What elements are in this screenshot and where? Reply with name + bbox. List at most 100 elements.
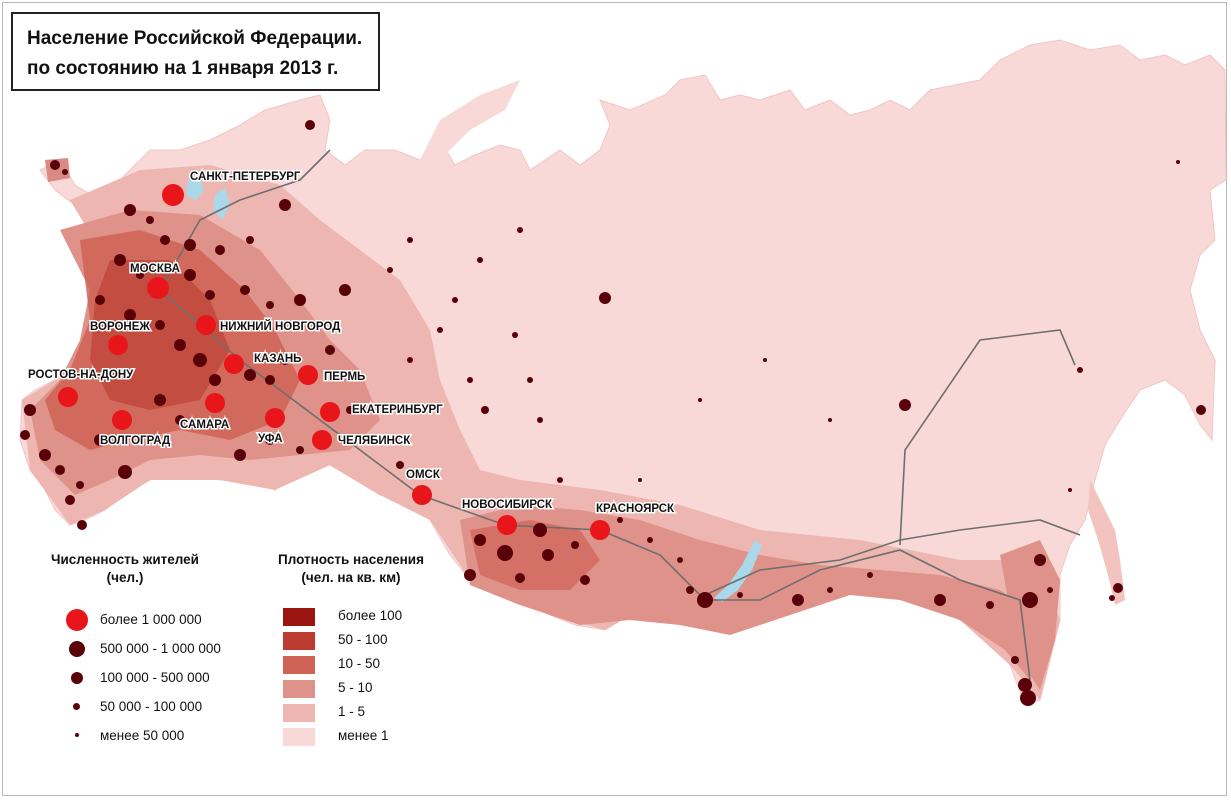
map-subtitle: по состоянию на 1 января 2013 г. <box>27 58 339 79</box>
city-marker-nizhny-novgorod <box>196 315 216 335</box>
city-dot <box>763 358 767 362</box>
city-dot <box>512 332 518 338</box>
legend-label-over-100: более 100 <box>338 608 403 623</box>
city-dot <box>497 545 513 561</box>
city-dot <box>407 237 413 243</box>
city-marker-krasnoyarsk <box>590 520 610 540</box>
city-dot <box>154 394 166 406</box>
city-dot <box>1022 592 1038 608</box>
city-dot <box>193 353 207 367</box>
city-marker-voronezh <box>108 335 128 355</box>
city-dot <box>515 573 525 583</box>
density-layer <box>22 165 1060 700</box>
city-dot <box>481 406 489 414</box>
city-label-moscow: МОСКВА <box>130 263 180 275</box>
legend-swatch-10-50 <box>283 656 315 674</box>
city-dot <box>867 572 873 578</box>
city-dot <box>1176 160 1180 164</box>
density-legend-heading: Плотность населения (чел. на кв. км) <box>256 551 446 587</box>
legend-swatch-under-1 <box>283 728 315 746</box>
city-marker-saint-petersburg <box>162 184 184 206</box>
city-dot <box>234 449 246 461</box>
legend-label-over-million: более 1 000 000 <box>100 612 202 627</box>
city-dot <box>533 523 547 537</box>
city-dot <box>1047 587 1053 593</box>
novaya-zemlya <box>420 80 520 160</box>
city-label-novosibirsk: НОВОСИБИРСК <box>462 499 553 511</box>
lake-ladoga <box>186 175 204 200</box>
city-label-omsk: ОМСК <box>406 469 441 481</box>
city-dot <box>95 295 105 305</box>
city-dot <box>265 375 275 385</box>
city-dot <box>1020 690 1036 706</box>
city-dot <box>792 594 804 606</box>
legend-label-50k-100k: 50 000 - 100 000 <box>100 699 203 714</box>
city-dot <box>296 446 304 454</box>
city-dot <box>65 495 75 505</box>
water-layer <box>186 175 762 602</box>
legend-swatch-5-10 <box>283 680 315 698</box>
city-dot <box>599 292 611 304</box>
legend-dot-500k-1m <box>69 641 85 657</box>
density-siberia-strip <box>460 505 1030 680</box>
city-dot <box>1011 656 1019 664</box>
city-dot <box>686 586 694 594</box>
city-dot <box>986 601 994 609</box>
city-dot <box>517 227 523 233</box>
city-dot <box>437 327 443 333</box>
density-legend-title: Плотность населения <box>278 552 424 567</box>
city-dot <box>39 449 51 461</box>
city-dot <box>1018 678 1032 692</box>
city-dot <box>580 575 590 585</box>
city-dot <box>828 418 832 422</box>
city-dot <box>1109 595 1115 601</box>
city-dot <box>407 357 413 363</box>
population-legend-title: Численность жителей <box>51 552 199 567</box>
density-50-100 <box>90 260 230 410</box>
city-dot <box>24 404 36 416</box>
yakutsk-railway <box>899 329 1076 546</box>
city-dot <box>62 169 68 175</box>
city-dot <box>209 374 221 386</box>
city-dot <box>474 534 486 546</box>
city-dot <box>737 592 743 598</box>
city-dot <box>387 267 393 273</box>
legend-dot-over-million <box>66 609 88 631</box>
city-marker-novosibirsk <box>497 515 517 535</box>
city-label-volgograd: ВОЛГОГРАД <box>100 435 170 447</box>
city-marker-volgograd <box>112 410 132 430</box>
legend-label-1-5: 1 - 5 <box>338 704 366 719</box>
legend-label-under-50k: менее 50 000 <box>100 728 185 743</box>
city-marker-perm <box>298 365 318 385</box>
city-dot <box>124 309 136 321</box>
city-label-perm: ПЕРМЬ <box>324 371 365 383</box>
city-marker-chelyabinsk <box>312 430 332 450</box>
city-marker-samara <box>205 393 225 413</box>
city-dot <box>240 285 250 295</box>
lake-baikal <box>714 540 762 602</box>
city-dot <box>467 377 473 383</box>
density-legend-unit: (чел. на кв. км) <box>301 570 401 585</box>
city-label-nizhny-novgorod: НИЖНИЙ НОВГОРОД <box>220 320 340 333</box>
city-marker-omsk <box>412 485 432 505</box>
city-dot <box>136 271 144 279</box>
city-dot <box>94 434 106 446</box>
city-dot <box>1196 405 1206 415</box>
city-dot <box>396 461 404 469</box>
city-dot <box>542 549 554 561</box>
city-dot <box>527 377 533 383</box>
city-dot <box>266 301 274 309</box>
city-dot <box>305 120 315 130</box>
legend-label-100k-500k: 100 000 - 500 000 <box>100 670 210 685</box>
city-label-saint-petersburg: САНКТ-ПЕТЕРБУРГ <box>190 171 301 183</box>
city-label-samara: САМАРА <box>180 419 229 431</box>
legend-dot-under-50k <box>75 733 79 737</box>
city-dot <box>697 592 713 608</box>
city-dot <box>346 406 354 414</box>
city-marker-yekaterinburg <box>320 402 340 422</box>
city-marker-kazan <box>224 354 244 374</box>
city-dot <box>571 541 579 549</box>
city-dot <box>638 478 642 482</box>
city-marker-moscow <box>147 277 169 299</box>
